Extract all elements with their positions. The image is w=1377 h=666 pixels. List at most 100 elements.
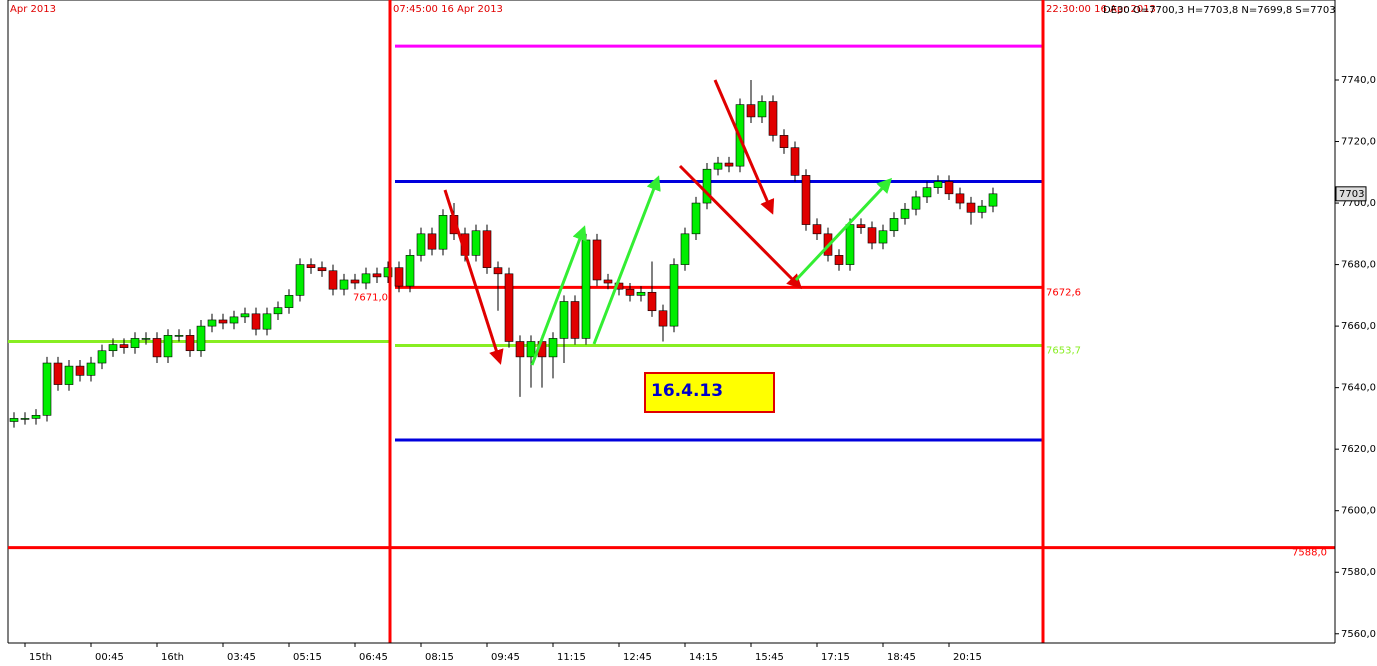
- candle-body: [933, 181, 943, 188]
- candle-body: [889, 218, 899, 232]
- candle-body: [966, 202, 976, 213]
- candle-body: [647, 291, 657, 312]
- session-start-label: 07:45:00 16 Apr 2013: [393, 4, 503, 15]
- candle-body: [713, 162, 723, 170]
- candle-body: [361, 273, 371, 284]
- candle-body: [306, 264, 316, 268]
- candle-body: [911, 196, 921, 210]
- candle-body: [273, 307, 283, 315]
- x-tick-label: 12:45: [623, 652, 652, 663]
- y-axis-area: [1335, 0, 1377, 666]
- candle-body: [559, 301, 569, 339]
- x-tick-label: 06:45: [359, 652, 388, 663]
- arrow: [678, 164, 803, 290]
- x-tick-label: 05:15: [293, 652, 322, 663]
- level-label: 7672,6: [1046, 287, 1081, 298]
- period-label: Apr 2013: [10, 4, 56, 15]
- candle-body: [834, 255, 844, 265]
- x-axis-area: [0, 643, 1377, 666]
- candle-body: [262, 313, 272, 330]
- x-tick-label: 20:15: [953, 652, 982, 663]
- candle-body: [240, 313, 250, 318]
- candle-body: [339, 279, 349, 290]
- y-tick-label: 7640,0: [1341, 383, 1376, 394]
- arrow: [530, 225, 587, 366]
- x-tick-label: 03:45: [227, 652, 256, 663]
- candle-body: [680, 233, 690, 265]
- candle-body: [174, 335, 184, 337]
- candle-body: [372, 273, 382, 278]
- level-label: 7588,0: [1292, 548, 1327, 559]
- candle-body: [636, 291, 646, 296]
- candle-body: [9, 418, 19, 422]
- candle-body: [922, 187, 932, 198]
- candle-body: [812, 224, 822, 235]
- candle-body: [108, 344, 118, 352]
- arrow: [794, 177, 893, 282]
- candle-body: [570, 301, 580, 339]
- candle-body: [581, 239, 591, 339]
- y-tick-label: 7660,0: [1341, 321, 1376, 332]
- candle-body: [141, 338, 151, 340]
- x-tick-label: 17:15: [821, 652, 850, 663]
- candle-body: [867, 227, 877, 244]
- arrow: [713, 79, 775, 215]
- candle-body: [691, 202, 701, 235]
- candle-body: [482, 230, 492, 268]
- candle-body: [548, 338, 558, 358]
- session-end-label: 22:30:00 16 Apr 2013: [1046, 4, 1156, 15]
- x-tick-label: 18:45: [887, 652, 916, 663]
- x-tick-label: 00:45: [95, 652, 124, 663]
- candle-body: [603, 279, 613, 284]
- candle-body: [328, 270, 338, 290]
- y-tick-label: 7680,0: [1341, 260, 1376, 271]
- candle-body: [130, 338, 140, 348]
- arrow: [443, 189, 504, 365]
- candle-body: [229, 316, 239, 324]
- candle-body: [218, 319, 228, 324]
- y-tick-label: 7580,0: [1341, 567, 1376, 578]
- candle-body: [86, 362, 96, 376]
- candle-body: [757, 101, 767, 118]
- candle-body: [317, 267, 327, 272]
- x-tick-label: 16th: [161, 652, 184, 663]
- y-tick-label: 7700,0: [1341, 198, 1376, 209]
- candle-body: [64, 365, 74, 385]
- candle-body: [702, 168, 712, 204]
- candle-body: [152, 338, 162, 358]
- candle-body: [394, 267, 404, 287]
- candle-body: [427, 233, 437, 250]
- x-tick-label: 14:15: [689, 652, 718, 663]
- candle-body: [592, 239, 602, 281]
- candle-body: [658, 310, 668, 327]
- candle-body: [988, 193, 998, 207]
- y-tick-label: 7740,0: [1341, 75, 1376, 86]
- candle-body: [856, 224, 866, 228]
- candle-body: [97, 350, 107, 364]
- candle-body: [790, 147, 800, 176]
- candle-body: [42, 362, 52, 416]
- candle-body: [207, 319, 217, 327]
- candle-body: [526, 341, 536, 358]
- candle-body: [977, 205, 987, 213]
- y-tick-label: 7600,0: [1341, 506, 1376, 517]
- candle-body: [768, 101, 778, 136]
- candle-body: [944, 181, 954, 195]
- x-tick-label: 15:45: [755, 652, 784, 663]
- trend-arrows: [443, 79, 893, 366]
- candle-body: [845, 224, 855, 265]
- candle-body: [53, 362, 63, 385]
- last-price-box: [1335, 186, 1367, 202]
- quote-label: DE30 O=7700,3 H=7703,8 N=7699,8 S=7703,8: [1103, 5, 1345, 16]
- x-tick-label: 09:45: [491, 652, 520, 663]
- candle-body: [295, 264, 305, 296]
- candle-body: [405, 255, 415, 287]
- candle-body: [724, 162, 734, 167]
- candle-body: [416, 233, 426, 256]
- x-tick-label: 15th: [29, 652, 52, 663]
- last-price-label: 7703: [1339, 189, 1364, 200]
- candle-body: [955, 193, 965, 204]
- candle-body: [438, 215, 448, 250]
- candle-body: [515, 341, 525, 358]
